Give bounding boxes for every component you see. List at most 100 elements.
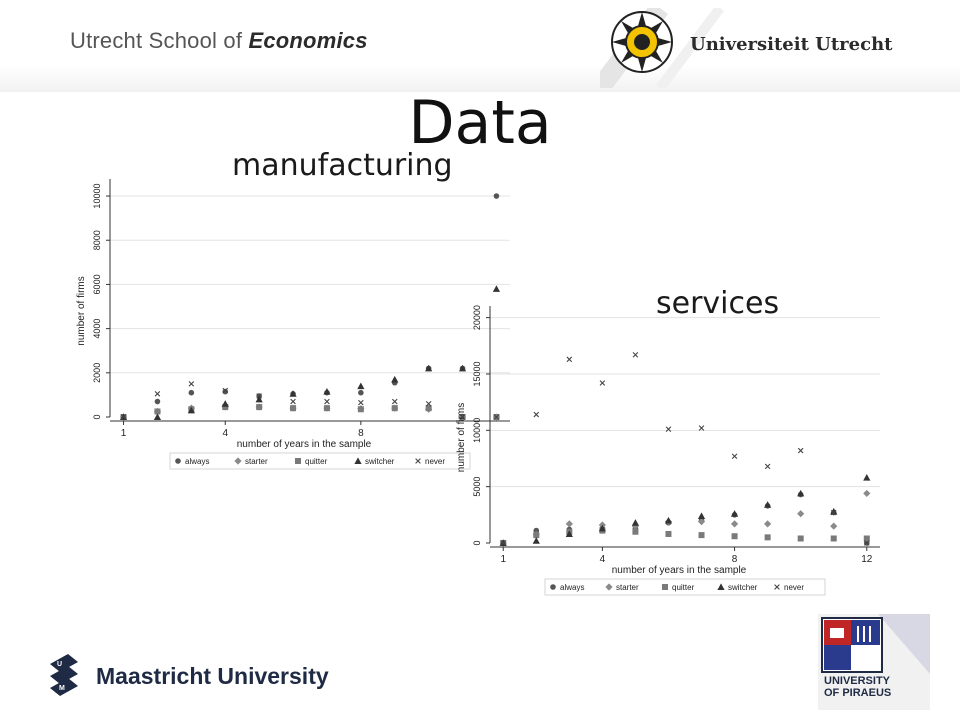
data-point-starter [697, 517, 706, 526]
data-point-switcher [532, 537, 540, 544]
y-tick-label: 4000 [92, 319, 102, 339]
data-point-switcher [221, 400, 229, 407]
x-axis-label: number of years in the sample [612, 565, 747, 576]
slide-title: Data [408, 88, 552, 158]
legend-marker-switcher [354, 457, 362, 464]
data-point-switcher [153, 413, 162, 420]
legend-label-always: always [560, 583, 584, 592]
data-point-quitter [533, 532, 540, 539]
sun-emblem-icon [611, 11, 673, 73]
legend-marker-never [774, 584, 780, 590]
data-point-never [830, 509, 837, 516]
university-of-piraeus-logo [818, 614, 930, 710]
x-tick-label: 4 [600, 554, 606, 565]
data-point-quitter [425, 405, 432, 412]
y-tick-label: 0 [92, 414, 102, 419]
universiteit-utrecht-logo [600, 8, 724, 88]
data-point-switcher [631, 519, 640, 526]
data-point-quitter [323, 405, 330, 412]
legend-marker-switcher [717, 583, 725, 590]
series-starter [499, 489, 871, 547]
data-point-switcher [187, 406, 195, 414]
data-point-never [493, 414, 500, 420]
data-point-never [566, 356, 573, 363]
data-point-never [324, 398, 330, 405]
series-never [120, 381, 500, 420]
legend-box [169, 452, 471, 470]
data-point-always [154, 398, 161, 405]
data-point-quitter [154, 408, 161, 415]
series-never [500, 352, 870, 546]
y-tick-label: 10000 [472, 418, 482, 443]
data-point-switcher [697, 512, 706, 519]
series-switcher [499, 474, 871, 546]
maastricht-university-label: Maastricht University [96, 663, 329, 689]
data-point-never [154, 391, 161, 397]
utrecht-school-of-economics-logo: Utrecht School of Economics [70, 28, 368, 54]
y-tick-label: 2000 [92, 363, 102, 383]
chart-title-manufacturing: manufacturing [232, 148, 453, 183]
legend-marker-quitter [295, 458, 301, 464]
legend-label-switcher: switcher [365, 457, 395, 466]
data-point-never [256, 393, 262, 399]
data-point-switcher [764, 501, 772, 508]
series-always [120, 193, 500, 420]
data-point-quitter [698, 532, 705, 539]
series-always [500, 491, 870, 546]
y-tick-label: 6000 [92, 274, 102, 294]
data-point-never [797, 447, 804, 454]
legend-label-quitter: quitter [672, 583, 695, 592]
data-point-quitter [290, 405, 297, 412]
um-emblem-icon: U M [50, 654, 78, 696]
x-tick-label: 12 [861, 554, 873, 565]
data-point-always [493, 193, 500, 199]
data-point-switcher [830, 507, 838, 515]
data-point-never [120, 414, 127, 420]
header-band [0, 0, 960, 92]
series-switcher [119, 285, 501, 420]
data-point-never [764, 463, 771, 470]
legend-marker-never [415, 458, 421, 464]
y-tick-label: 15000 [472, 361, 482, 386]
data-point-switcher [664, 516, 673, 524]
legend-label-never: never [784, 583, 804, 592]
data-point-quitter [863, 535, 870, 542]
data-point-never [459, 414, 466, 420]
data-point-quitter [391, 405, 398, 412]
data-point-never [599, 380, 606, 386]
data-point-switcher [565, 530, 573, 537]
data-point-starter [764, 520, 772, 528]
data-point-quitter [665, 530, 672, 537]
data-point-never [632, 352, 639, 358]
x-axis-label: number of years in the sample [237, 439, 372, 450]
svg-text:M: M [59, 685, 65, 692]
legend-box [544, 578, 826, 596]
series-starter [119, 403, 501, 421]
data-point-quitter [222, 404, 229, 411]
legend-marker-always [175, 458, 181, 464]
legend-label-starter: starter [245, 457, 268, 466]
data-point-starter [863, 489, 871, 498]
data-point-switcher [289, 390, 297, 397]
services-scatter-chart: 0 5000 10000 15000 20000 1 4 8 12 number of years… [456, 305, 880, 596]
universiteit-utrecht-label: Universiteit Utrecht [690, 34, 893, 55]
chart-title-services: services [656, 286, 780, 321]
data-point-always [358, 389, 364, 396]
data-point-switcher [323, 387, 331, 395]
legend-label-quitter: quitter [305, 457, 328, 466]
data-point-switcher [391, 375, 399, 383]
data-point-switcher [357, 382, 365, 390]
data-point-always [533, 527, 540, 534]
y-axis-label: number of firms [456, 403, 467, 472]
legend-marker-quitter [662, 584, 668, 590]
y-axis-label: number of firms [76, 276, 87, 345]
data-point-starter [730, 520, 739, 528]
piraeus-crest-icon [821, 617, 883, 673]
data-point-always [188, 389, 195, 396]
data-point-never [358, 399, 364, 406]
data-point-never [425, 400, 432, 407]
legend-label-never: never [425, 457, 445, 466]
data-point-quitter [357, 406, 364, 413]
data-point-switcher [255, 395, 263, 403]
data-point-never [188, 381, 195, 387]
